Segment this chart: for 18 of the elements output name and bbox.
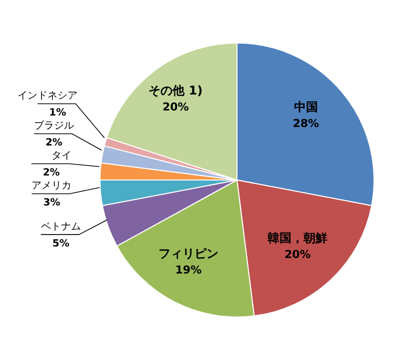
slice-label: 中国 — [294, 100, 318, 114]
slice-label: ベトナム — [40, 222, 81, 233]
data-label: 19% — [175, 263, 202, 276]
slice-label: アメリカ — [32, 180, 72, 192]
data-label: 20% — [284, 248, 311, 261]
data-label: 3% — [43, 198, 60, 209]
data-label: 20% — [162, 100, 189, 114]
slice-label: フィリピン — [158, 246, 218, 260]
slice-label: ブラジル — [34, 120, 74, 132]
data-label: 2% — [42, 168, 60, 179]
slice-label: インドネシア — [18, 90, 78, 102]
slice-label: タイ — [51, 150, 72, 162]
data-label: 2% — [45, 138, 62, 149]
slice-label: 韓国，朝鮮 — [268, 230, 328, 245]
data-label: 28% — [292, 116, 320, 130]
data-label: 5% — [52, 238, 70, 250]
slice-label: その他 1) — [148, 83, 203, 98]
data-label: 1% — [49, 108, 66, 119]
